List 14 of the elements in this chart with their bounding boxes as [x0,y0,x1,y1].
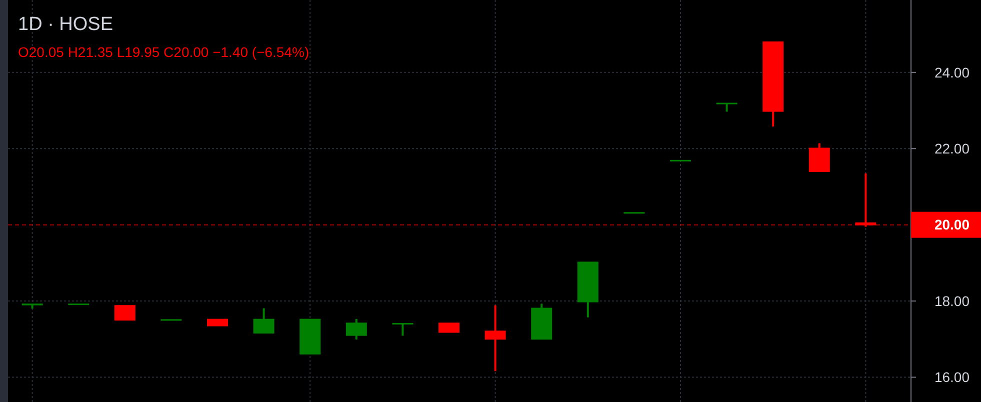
candlestick [114,305,136,321]
candlestick [438,322,460,333]
y-tick-label: 16.00 [934,369,970,386]
ref-line-label: 20.00 [934,216,970,233]
candlestick [808,142,830,172]
y-tick-label: 22.00 [934,140,970,157]
text: O20.05 H21.35 L19.95 C20.00 −1.40 (−6.54%) [18,44,310,60]
candlestick [484,304,506,372]
candlestick [392,322,414,337]
text: 1D · HOSE [18,14,114,35]
y-tick-label: 24.00 [934,64,970,80]
y-tick-label: 18.00 [934,292,970,309]
candlestick [253,307,274,334]
candlestick [346,318,367,341]
